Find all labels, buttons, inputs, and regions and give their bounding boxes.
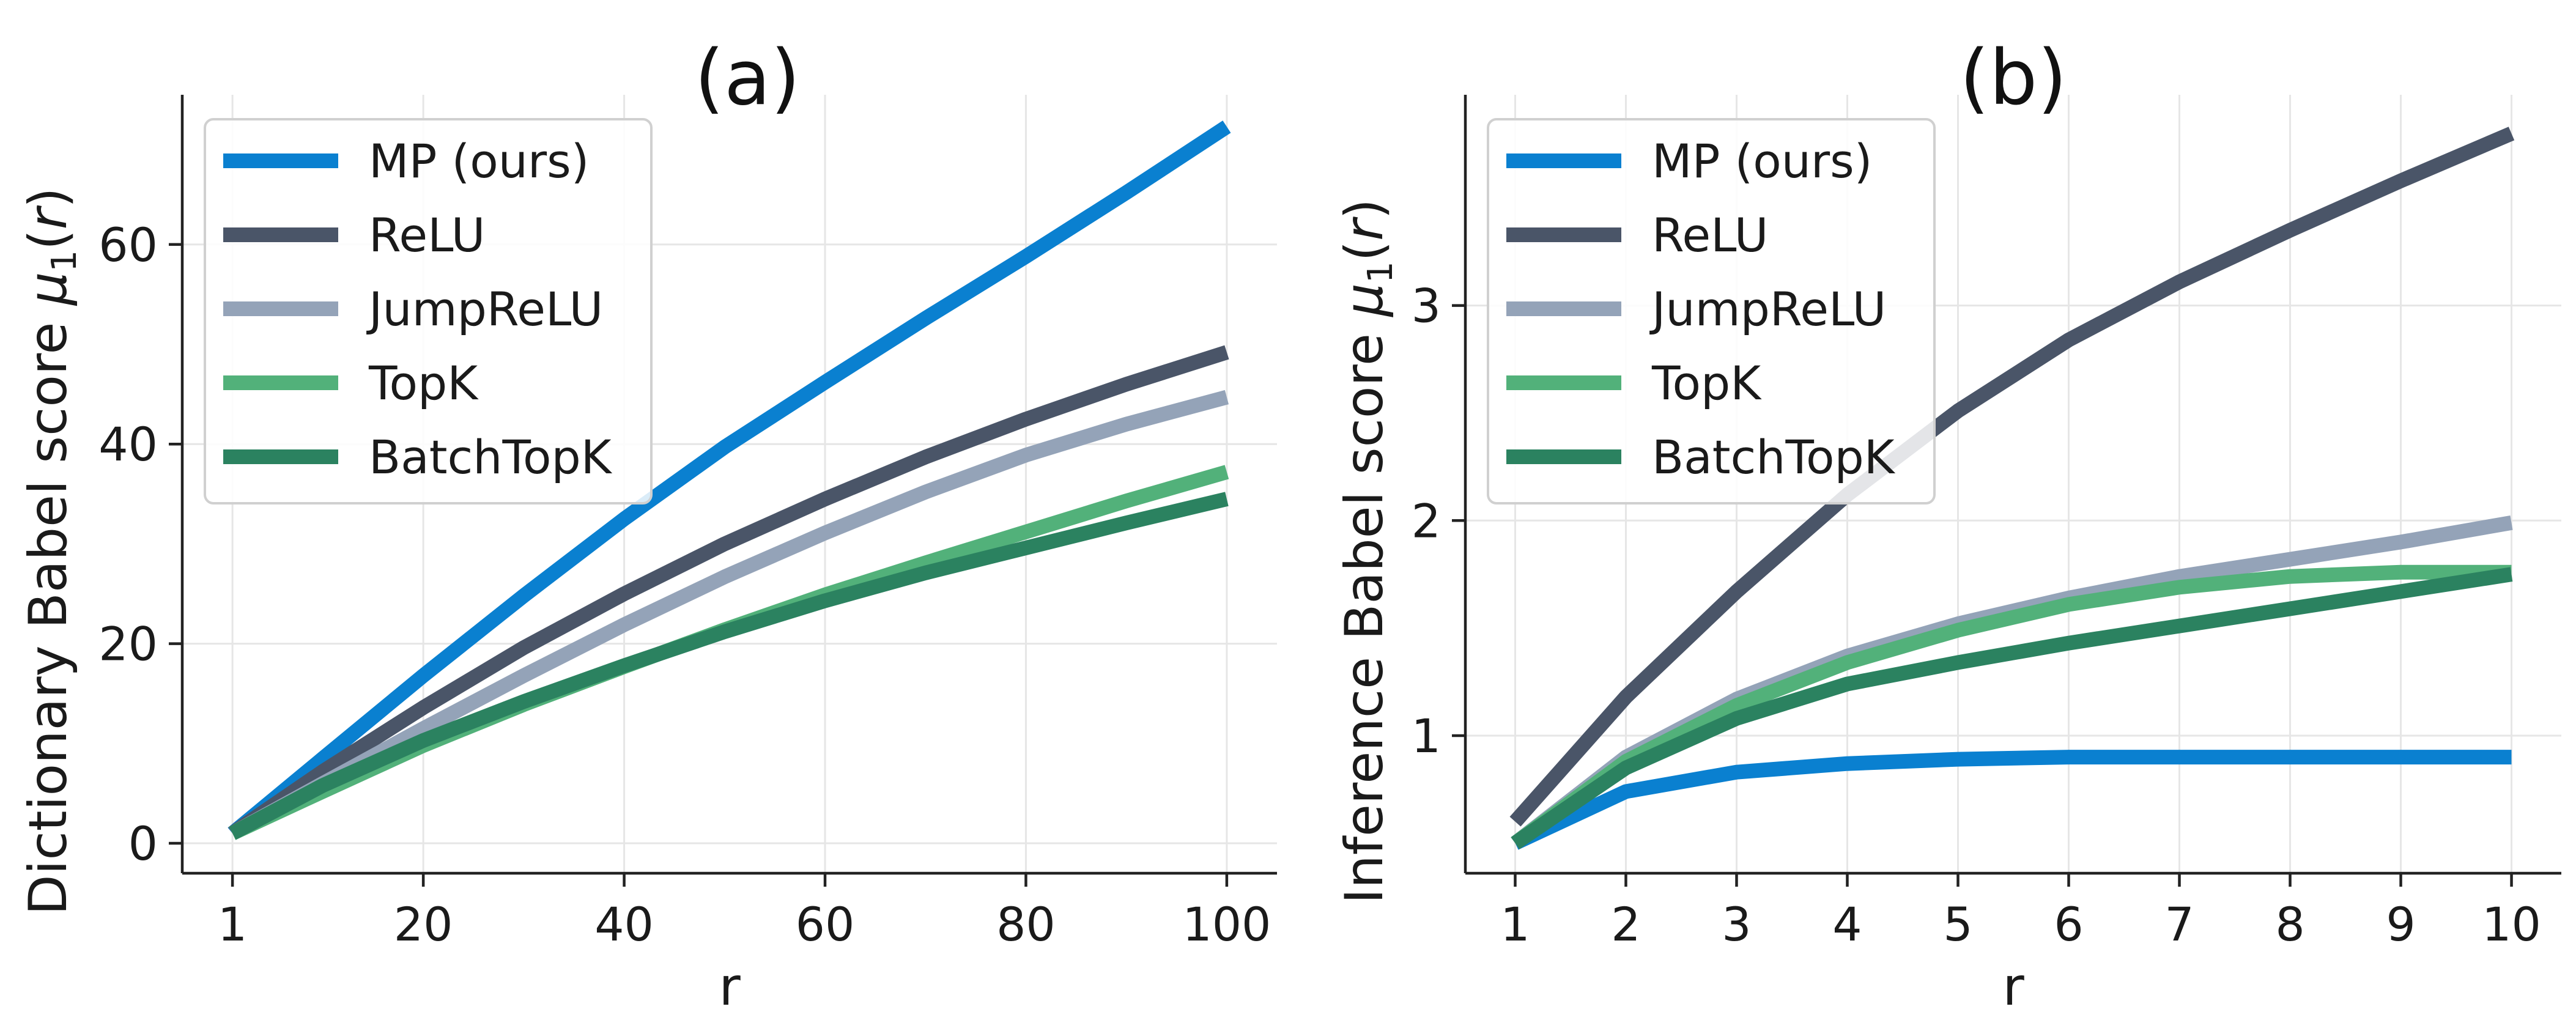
y-tick-label: 2 <box>1412 493 1441 548</box>
x-tick-label: 4 <box>1832 897 1862 952</box>
series-line-topk <box>229 465 1229 840</box>
y-tick-label: 40 <box>98 417 158 471</box>
x-tick-label: 40 <box>594 897 654 952</box>
y-axis-title-text: Dictionary Babel score <box>18 305 79 915</box>
series-line-relu <box>1509 127 2515 827</box>
legend-frame <box>204 118 653 504</box>
x-axis-title: r <box>719 956 741 1018</box>
x-tick-label: 80 <box>996 897 1056 952</box>
x-tick-label: 5 <box>1943 897 1972 952</box>
x-tick-label: 6 <box>2054 897 2083 952</box>
x-tick-label: 9 <box>2386 897 2415 952</box>
y-axis-title-paren: ) <box>1334 199 1395 220</box>
x-tick-label: 100 <box>1182 897 1271 952</box>
y-axis-title-var: r <box>18 205 79 229</box>
y-axis-title-paren: ( <box>1334 241 1395 262</box>
legend-label: BatchTopK <box>369 430 613 484</box>
y-tick-label: 3 <box>1412 279 1441 333</box>
series-line-mp-ours <box>1512 750 2512 850</box>
series-line-relu <box>228 345 1229 840</box>
x-tick-label: 10 <box>2482 897 2541 952</box>
y-axis-title-subscript: 1 <box>45 250 84 272</box>
y-tick-label: 20 <box>98 617 158 671</box>
legend-label: MP (ours) <box>1652 134 1872 188</box>
y-axis-title-var: r <box>1334 216 1395 241</box>
legend-label: TopK <box>1651 356 1762 410</box>
x-tick-label: 8 <box>2275 897 2304 952</box>
y-axis-title-paren: ) <box>18 187 79 208</box>
y-axis-title: Inference Babel score μ1(r) <box>1334 199 1401 904</box>
x-tick-label: 1 <box>218 897 247 952</box>
y-axis-title: Dictionary Babel score μ1(r) <box>18 187 84 915</box>
legend-label: MP (ours) <box>369 134 589 188</box>
x-tick-label: 20 <box>394 897 453 952</box>
legend-label: ReLU <box>1652 208 1768 262</box>
y-axis-title-mu: μ <box>1334 283 1395 318</box>
y-tick-label: 1 <box>1412 709 1441 763</box>
legend-frame <box>1487 118 1936 504</box>
legend-label: JumpReLU <box>366 282 603 336</box>
x-tick-label: 1 <box>1500 897 1530 952</box>
x-tick-label: 2 <box>1611 897 1640 952</box>
x-axis-title: r <box>2002 956 2024 1018</box>
series-line-topk <box>1511 564 2512 849</box>
y-tick-label: 60 <box>98 218 158 272</box>
legend: MP (ours) ReLU JumpReLU TopK BatchTopK <box>1487 118 1936 504</box>
legend: MP (ours) ReLU JumpReLU TopK BatchTopK <box>204 118 653 504</box>
x-tick-label: 60 <box>796 897 855 952</box>
panel-label: (b) <box>1960 34 2067 122</box>
x-tick-label: 7 <box>2164 897 2194 952</box>
legend-label: BatchTopK <box>1652 430 1896 484</box>
legend-label: ReLU <box>369 208 485 262</box>
x-tick-label: 3 <box>1722 897 1751 952</box>
y-tick-label: 0 <box>128 816 158 871</box>
y-axis-title-text: Inference Babel score <box>1334 317 1395 904</box>
legend-label: JumpReLU <box>1649 282 1886 336</box>
series-line-batchtopk <box>229 492 1229 840</box>
y-axis-title-mu: μ <box>18 272 79 307</box>
legend-label: TopK <box>368 356 479 410</box>
series-line-mp-ours <box>228 120 1231 839</box>
series-line-jumprelu <box>229 390 1229 840</box>
y-axis-title-paren: ( <box>18 229 79 250</box>
series-line-batchtopk <box>1511 567 2513 849</box>
panel-label: (a) <box>695 34 801 122</box>
y-axis-title-subscript: 1 <box>1361 261 1401 283</box>
